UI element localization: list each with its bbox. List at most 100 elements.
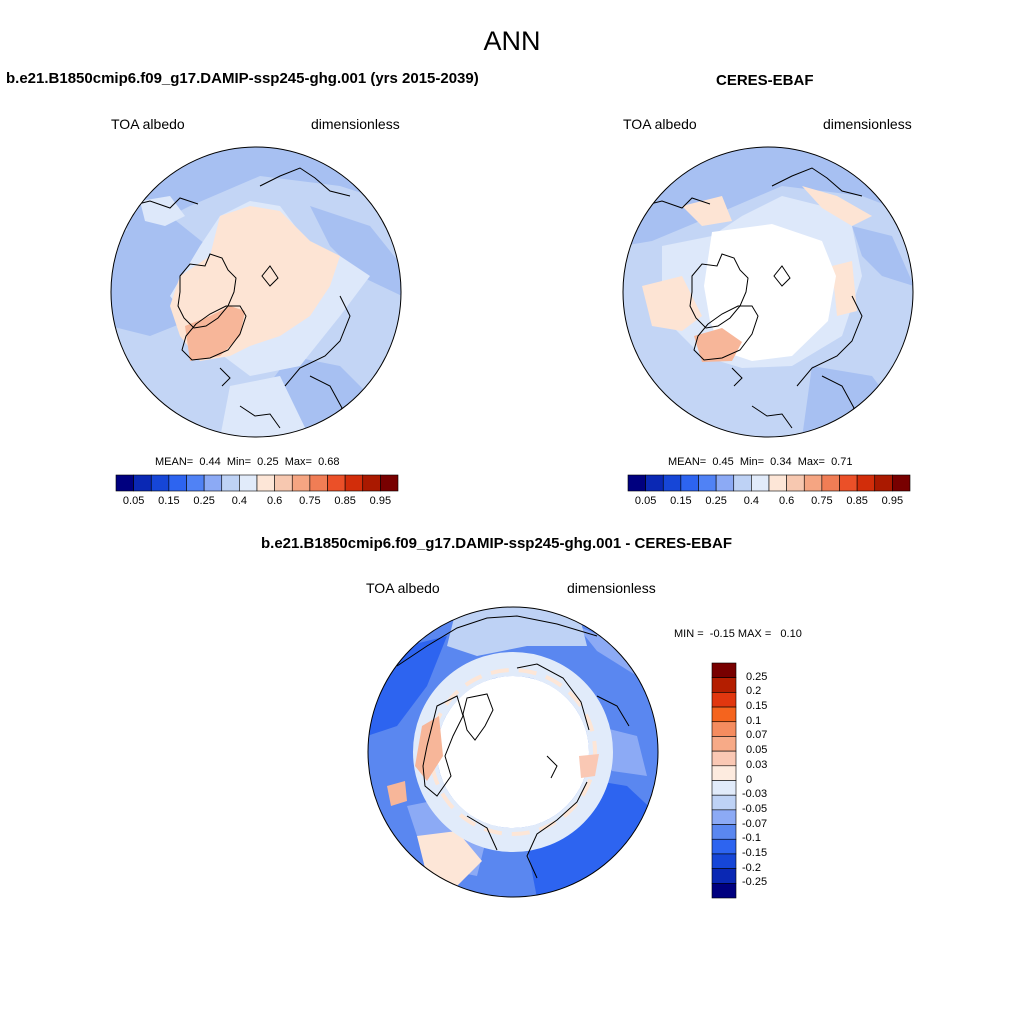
colorbar-tick-label: 0.75 (811, 495, 833, 507)
colorbar-swatch (662, 474, 682, 492)
panel2-colorbar-ticks: 0.05 0.15 0.25 0.4 0.6 0.75 0.85 0.95 (628, 495, 910, 509)
colorbar-tick-label: -0.15 (742, 846, 768, 859)
colorbar-tick-label: 0.05 (122, 495, 145, 507)
colorbar-swatch (768, 474, 787, 492)
panel2-units-label: dimensionless (823, 116, 912, 132)
colorbar-swatch (711, 750, 737, 767)
colorbar-swatch (786, 474, 805, 492)
colorbar-swatch (256, 474, 275, 492)
colorbar-swatch (803, 474, 823, 492)
colorbar-swatch (715, 474, 735, 492)
colorbar-swatch (856, 474, 876, 492)
colorbar-swatch (711, 853, 737, 869)
colorbar-swatch (821, 474, 840, 492)
colorbar-tick-label: 0.85 (334, 495, 356, 507)
colorbar-swatch (645, 474, 664, 492)
panel2-polar-map (622, 146, 914, 438)
colorbar-tick-label: 0.15 (158, 495, 180, 507)
colorbar-tick-label: 0.85 (846, 495, 868, 507)
colorbar-swatch (892, 474, 911, 492)
colorbar-tick-label: -0.07 (742, 817, 768, 830)
colorbar-swatch (291, 474, 311, 492)
colorbar-swatch (150, 474, 170, 492)
colorbar-swatch (711, 809, 737, 825)
colorbar-tick-label: 0.25 (746, 670, 768, 683)
colorbar-tick-label: -0.05 (742, 802, 768, 815)
colorbar-swatch (309, 474, 328, 492)
colorbar-swatch (115, 474, 134, 492)
panel2-stats: MEAN= 0.45 Min= 0.34 Max= 0.71 (668, 456, 853, 468)
colorbar-tick-label: 0.1 (746, 714, 762, 727)
colorbar-swatch (711, 692, 737, 708)
colorbar-swatch (168, 474, 187, 492)
colorbar-tick-label: 0.15 (746, 700, 768, 713)
colorbar-tick-label: 0.75 (299, 495, 321, 507)
panel3-polar-map (367, 606, 659, 898)
colorbar-swatch (627, 474, 646, 492)
figure-title: ANN (483, 26, 541, 56)
colorbar-swatch (711, 824, 737, 840)
colorbar-swatch (711, 677, 737, 693)
colorbar-tick-label: 0 (746, 773, 753, 786)
colorbar-swatch (711, 706, 737, 723)
colorbar-swatch (698, 474, 717, 492)
colorbar-tick-label: 0.4 (231, 495, 248, 507)
panel1-colorbar (115, 474, 399, 492)
panel2-variable-label: TOA albedo (623, 116, 697, 132)
colorbar-tick-label: -0.03 (742, 788, 768, 801)
colorbar-swatch (133, 474, 152, 492)
colorbar-tick-label: -0.2 (742, 861, 761, 874)
panel3-variable-label: TOA albedo (366, 580, 440, 596)
colorbar-swatch (221, 474, 240, 492)
colorbar-swatch (733, 474, 752, 492)
colorbar-swatch (711, 736, 737, 752)
colorbar-tick-label: 0.05 (634, 495, 657, 507)
panel3-colorbar-ticks: 0.25 0.2 0.15 0.1 0.07 0.05 0.03 0 -0.03 -0.05 -0.… (742, 663, 782, 898)
colorbar-tick-label: 0.25 (193, 495, 215, 507)
panel3-title: b.e21.B1850cmip6.f09_g17.DAMIP-ssp245-gh… (261, 535, 732, 552)
colorbar-swatch (711, 838, 737, 855)
colorbar-tick-label: 0.25 (705, 495, 727, 507)
panel3-units-label: dimensionless (567, 580, 656, 596)
panel1-polar-map (110, 146, 402, 438)
colorbar-swatch (274, 474, 293, 492)
colorbar-tick-label: 0.6 (778, 495, 795, 507)
colorbar-swatch (203, 474, 223, 492)
colorbar-tick-label: -0.1 (742, 832, 761, 845)
colorbar-swatch (711, 721, 737, 737)
panel1-colorbar-ticks: 0.05 0.15 0.25 0.4 0.6 0.75 0.85 0.95 (116, 495, 398, 509)
panel1-stats: MEAN= 0.44 Min= 0.25 Max= 0.68 (155, 456, 340, 468)
panel3-colorbar (711, 662, 737, 899)
colorbar-tick-label: 0.95 (369, 495, 392, 507)
colorbar-swatch (380, 474, 399, 492)
colorbar-tick-label: 0.07 (746, 729, 768, 742)
panel3-stats: MIN = -0.15 MAX = 0.10 (674, 628, 802, 640)
panel2-colorbar (627, 474, 911, 492)
colorbar-swatch (711, 794, 737, 811)
colorbar-tick-label: 0.05 (746, 744, 768, 757)
colorbar-swatch (239, 474, 258, 492)
colorbar-swatch (711, 780, 737, 796)
colorbar-swatch (711, 868, 737, 884)
panel1-units-label: dimensionless (311, 116, 400, 132)
colorbar-tick-label: 0.2 (746, 685, 762, 698)
colorbar-tick-label: 0.6 (266, 495, 283, 507)
colorbar-tick-label: 0.95 (881, 495, 904, 507)
colorbar-swatch (186, 474, 205, 492)
colorbar-swatch (680, 474, 699, 492)
colorbar-tick-label: 0.03 (746, 758, 768, 771)
colorbar-swatch (327, 474, 346, 492)
colorbar-tick-label: -0.25 (742, 876, 768, 889)
colorbar-swatch (711, 662, 737, 678)
colorbar-swatch (751, 474, 770, 492)
panel2-title: CERES-EBAF (716, 72, 814, 89)
panel1-title: b.e21.B1850cmip6.f09_g17.DAMIP-ssp245-gh… (6, 70, 479, 87)
colorbar-swatch (711, 883, 737, 899)
colorbar-swatch (711, 765, 737, 781)
colorbar-swatch (874, 474, 893, 492)
colorbar-swatch (839, 474, 858, 492)
colorbar-tick-label: 0.15 (670, 495, 692, 507)
colorbar-swatch (344, 474, 364, 492)
panel1-variable-label: TOA albedo (111, 116, 185, 132)
colorbar-swatch (362, 474, 381, 492)
